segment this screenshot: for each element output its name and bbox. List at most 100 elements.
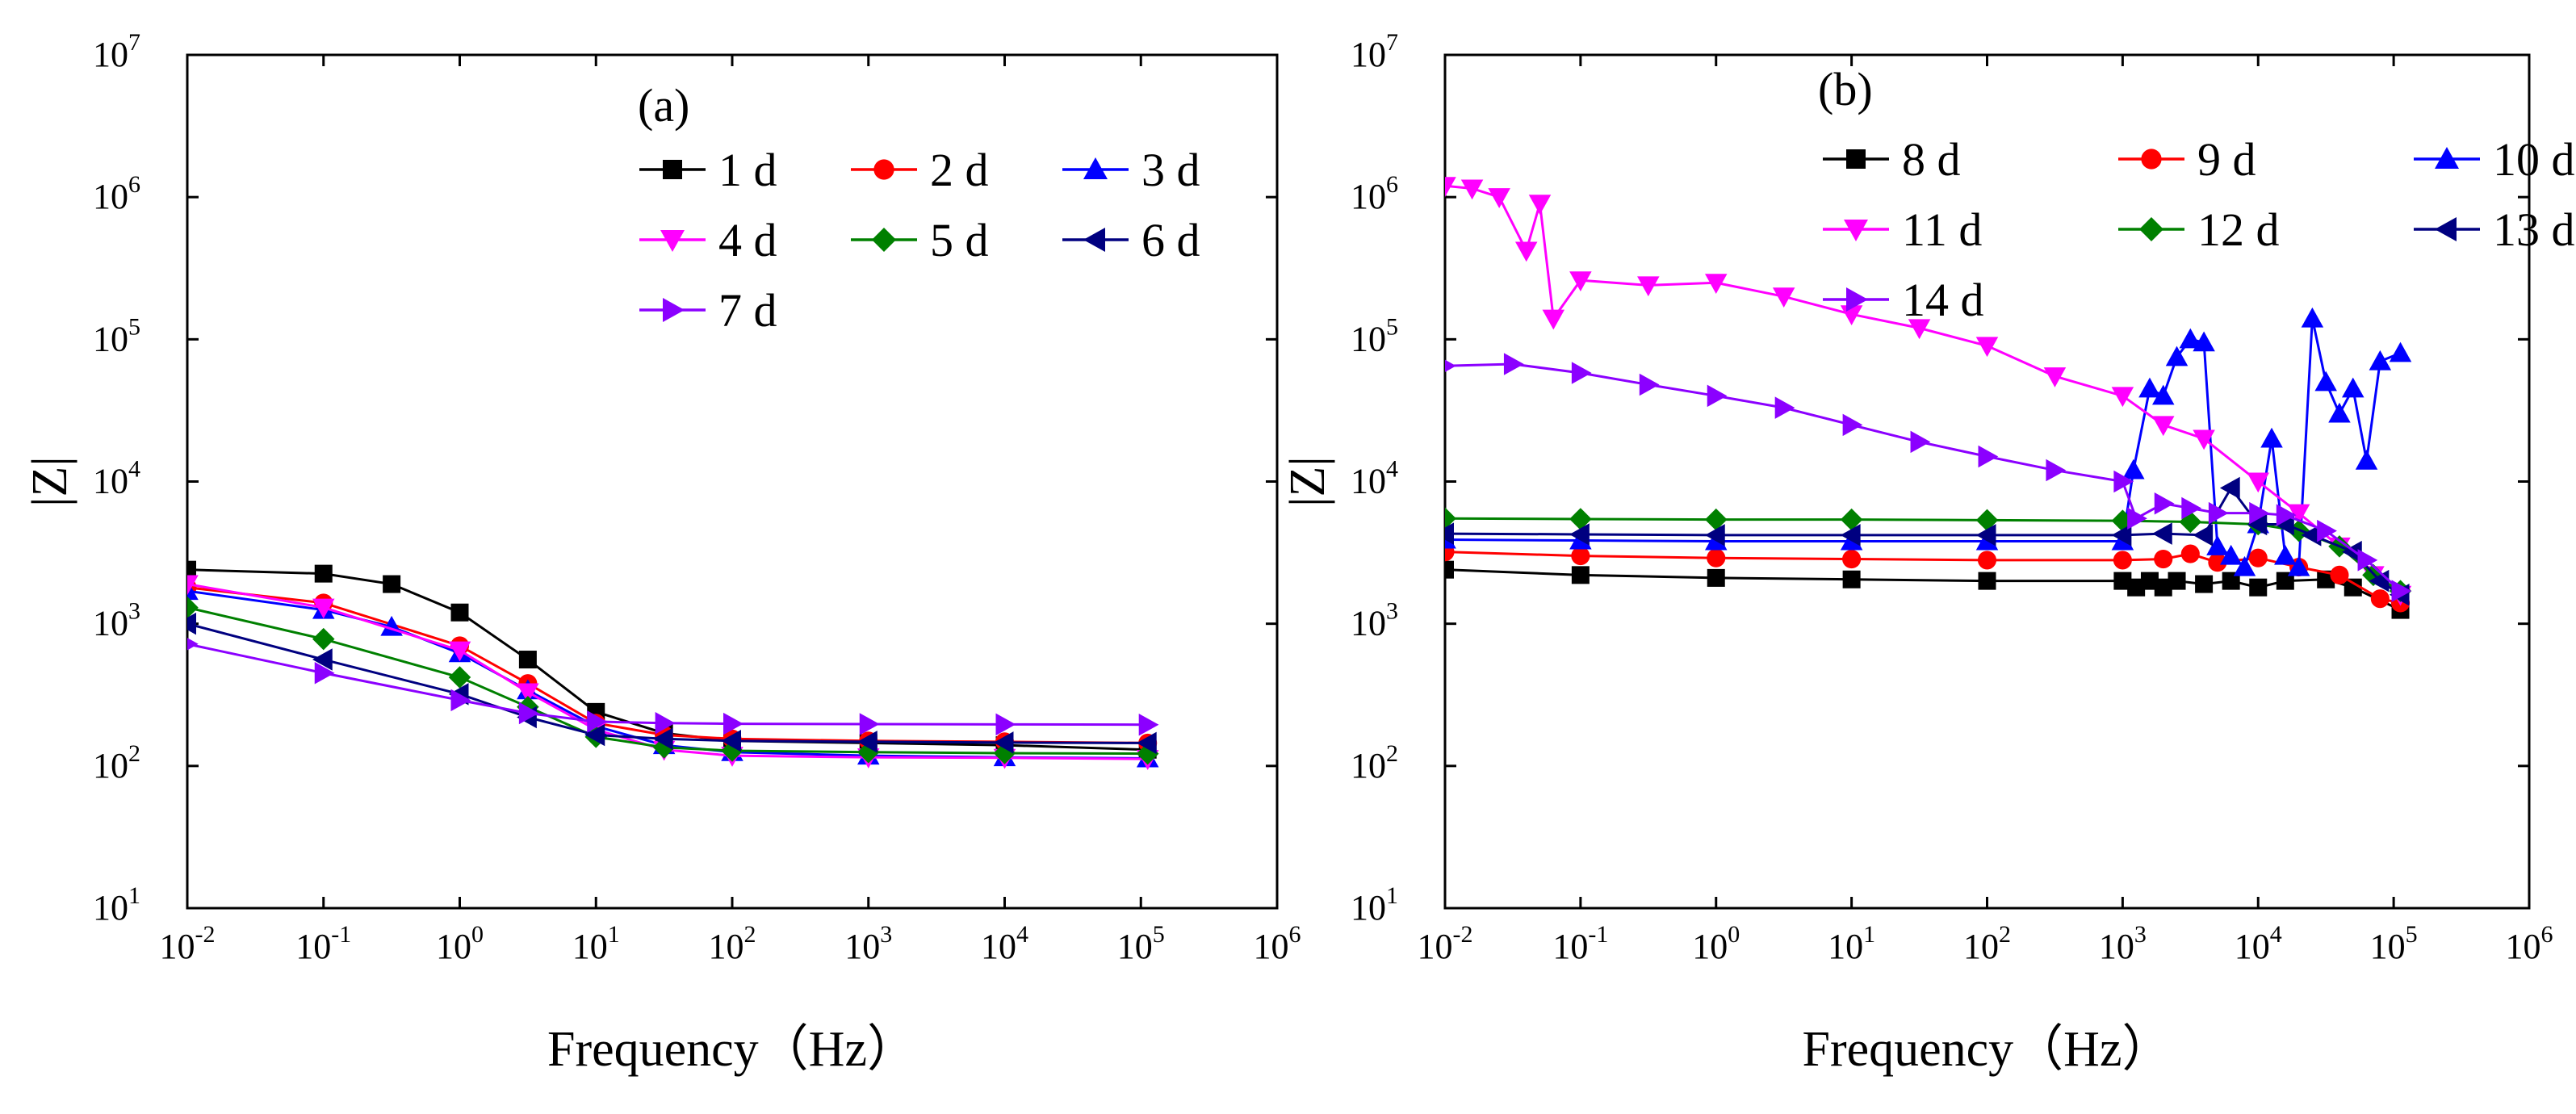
legend-marker <box>2139 217 2163 241</box>
data-point <box>857 731 878 753</box>
data-point <box>2249 578 2268 597</box>
data-point <box>1542 309 1565 330</box>
legend-marker <box>1083 157 1108 179</box>
data-point <box>2370 589 2390 609</box>
x-tick-label: 104 <box>2235 921 2282 966</box>
data-point <box>2122 459 2145 480</box>
data-point <box>584 723 605 747</box>
data-point <box>1842 549 1862 569</box>
x-tick-label: 101 <box>572 921 620 966</box>
data-point <box>1842 570 1861 588</box>
x-tick-exponent: 4 <box>2270 921 2282 948</box>
x-tick-exponent: -2 <box>1453 921 1473 948</box>
y-tick-exponent: 1 <box>1386 882 1398 909</box>
y-tick-label: 106 <box>1351 171 1398 216</box>
y-tick-base: 10 <box>1351 177 1386 216</box>
panel-label: (b) <box>1818 63 1873 115</box>
data-point <box>517 683 539 704</box>
panel-label: (a) <box>638 79 689 132</box>
legend-marker <box>663 160 682 179</box>
data-point <box>187 596 199 619</box>
x-tick-base: 10 <box>1117 927 1153 966</box>
data-point <box>2113 470 2134 493</box>
data-point <box>1445 560 1454 579</box>
legend-marker <box>873 159 894 180</box>
data-point <box>1978 445 1999 468</box>
x-tick-base: 10 <box>2099 927 2134 966</box>
y-tick-base: 10 <box>93 462 128 501</box>
data-point <box>1975 524 1996 547</box>
legend-entry: 5 d <box>851 214 989 266</box>
data-point <box>2179 328 2202 349</box>
data-point <box>1571 362 1592 384</box>
legend-entry: 7 d <box>639 284 777 337</box>
data-point <box>2151 384 2175 405</box>
legend-entry: 4 d <box>639 214 777 266</box>
x-tick-label: 101 <box>1828 921 1875 966</box>
data-point <box>187 575 199 596</box>
data-point <box>2111 387 2134 408</box>
y-tick-label: 106 <box>93 171 140 216</box>
data-point <box>1460 179 1484 200</box>
y-tick-base: 10 <box>1351 604 1386 643</box>
x-tick-exponent: 2 <box>1999 921 2011 948</box>
y-tick-exponent: 4 <box>1386 456 1398 483</box>
y-tick-label: 103 <box>93 598 140 643</box>
y-tick-label: 104 <box>1351 456 1398 501</box>
y-tick-label: 102 <box>93 740 140 785</box>
data-point <box>1569 523 1590 546</box>
data-point <box>2330 565 2349 584</box>
x-tick-exponent: 5 <box>2406 921 2418 948</box>
data-point <box>2165 346 2189 366</box>
data-point <box>1840 524 1861 547</box>
data-point <box>1705 524 1725 547</box>
x-tick-base: 10 <box>2370 927 2406 966</box>
data-point <box>518 651 537 669</box>
legend-marker <box>2141 149 2162 170</box>
x-tick-base: 10 <box>436 927 471 966</box>
data-point <box>723 712 743 735</box>
y-tick-base: 10 <box>93 888 128 928</box>
data-point <box>2127 507 2147 530</box>
y-tick-base: 10 <box>1351 888 1386 928</box>
series-group <box>1445 177 2412 619</box>
data-point <box>1138 713 1159 736</box>
legend-entry: 12 d <box>2118 203 2280 256</box>
chart-panel-b: 10-2 10-1 100 101 102 103 104 105 10610110210310… <box>1280 29 2575 1077</box>
data-point <box>995 713 1016 736</box>
x-tick-base: 10 <box>160 927 195 966</box>
data-point <box>312 627 335 651</box>
data-point <box>1977 551 1997 570</box>
data-point <box>2208 553 2227 572</box>
data-point <box>2154 578 2172 597</box>
y-tick-exponent: 6 <box>1386 171 1398 198</box>
y-tick-label: 104 <box>93 456 140 501</box>
data-point <box>1842 413 1863 437</box>
y-tick-base: 10 <box>93 177 128 216</box>
series-line <box>1445 184 2402 596</box>
y-tick-base: 10 <box>1351 462 1386 501</box>
series-6d <box>187 612 1157 755</box>
x-tick-label: 105 <box>2370 921 2418 966</box>
data-point <box>2195 575 2214 593</box>
x-tick-exponent: 3 <box>2134 921 2147 948</box>
x-tick-exponent: 1 <box>1863 921 1875 948</box>
y-tick-label: 107 <box>93 29 140 74</box>
data-point <box>1840 508 1863 531</box>
x-tick-label: 106 <box>2506 921 2553 966</box>
data-point <box>993 731 1014 754</box>
data-point <box>2276 504 2297 526</box>
data-point <box>2249 501 2269 525</box>
data-point <box>312 598 335 619</box>
legend-marker <box>1844 220 1868 241</box>
y-tick-exponent: 5 <box>1386 313 1398 340</box>
x-tick-label: 106 <box>1254 921 1301 966</box>
data-point <box>2287 504 2310 525</box>
data-point <box>2127 578 2146 597</box>
y-tick-exponent: 7 <box>1386 29 1398 56</box>
series-line <box>187 643 1148 727</box>
data-point <box>2140 572 2159 590</box>
x-tick-exponent: 6 <box>2541 921 2553 948</box>
data-point <box>448 641 471 662</box>
y-tick-base: 10 <box>1351 746 1386 785</box>
